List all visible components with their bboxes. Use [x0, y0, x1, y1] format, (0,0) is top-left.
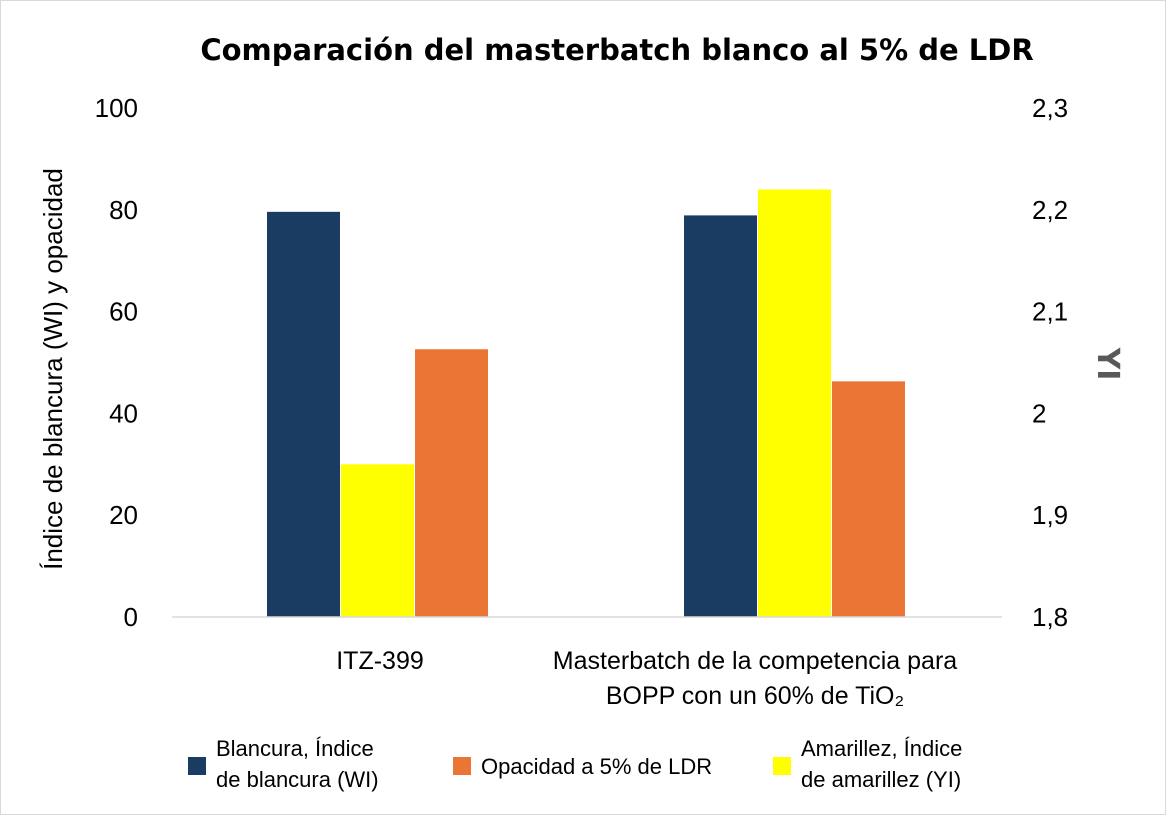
category-label: ITZ-399	[336, 647, 424, 675]
bars-group	[267, 189, 905, 618]
bar-wi-2	[684, 215, 757, 618]
left-axis-ticks: 0 20 40 60 80 100	[95, 93, 138, 632]
left-tick-label: 0	[124, 602, 138, 632]
legend-label: Blancura, Índice	[216, 736, 374, 761]
legend: Blancura, Índice de blancura (WI) Opacidad…	[188, 736, 962, 792]
right-axis-ticks: 1,8 1,9 2 2,1 2,2 2,3	[1032, 93, 1068, 632]
legend-swatch	[453, 757, 471, 775]
category-label: Masterbatch de la competencia para	[553, 647, 957, 675]
left-tick-label: 80	[109, 195, 138, 225]
right-tick-label: 2	[1032, 398, 1046, 428]
left-tick-label: 20	[109, 500, 138, 530]
legend-swatch	[773, 757, 791, 775]
legend-swatch	[188, 757, 206, 775]
bar-yi-1	[341, 464, 414, 617]
left-tick-label: 100	[95, 93, 138, 123]
legend-label: Opacidad a 5% de LDR	[481, 754, 712, 779]
right-tick-label: 1,9	[1032, 500, 1068, 530]
legend-label: de amarillez (YI)	[801, 767, 961, 792]
bar-opacity-1	[415, 349, 488, 617]
right-axis-label: YI	[1090, 347, 1125, 381]
chart-title: Comparación del masterbatch blanco al 5%…	[200, 33, 1033, 67]
bar-yi-2	[758, 189, 831, 617]
right-tick-label: 1,8	[1032, 602, 1068, 632]
left-tick-label: 40	[109, 398, 138, 428]
left-axis-label: Índice de blancura (WI) y opacidad	[38, 168, 68, 570]
bar-opacity-2	[832, 381, 905, 617]
right-tick-label: 2,2	[1032, 195, 1068, 225]
bar-wi-1	[267, 211, 340, 617]
category-labels: ITZ-399 Masterbatch de la competencia par…	[336, 647, 957, 710]
legend-label: Amarillez, Índice	[801, 736, 962, 761]
left-tick-label: 60	[109, 297, 138, 327]
right-tick-label: 2,1	[1032, 297, 1068, 327]
right-tick-label: 2,3	[1032, 93, 1068, 123]
category-label: BOPP con un 60% de TiO₂	[606, 682, 904, 710]
legend-label: de blancura (WI)	[216, 767, 379, 792]
